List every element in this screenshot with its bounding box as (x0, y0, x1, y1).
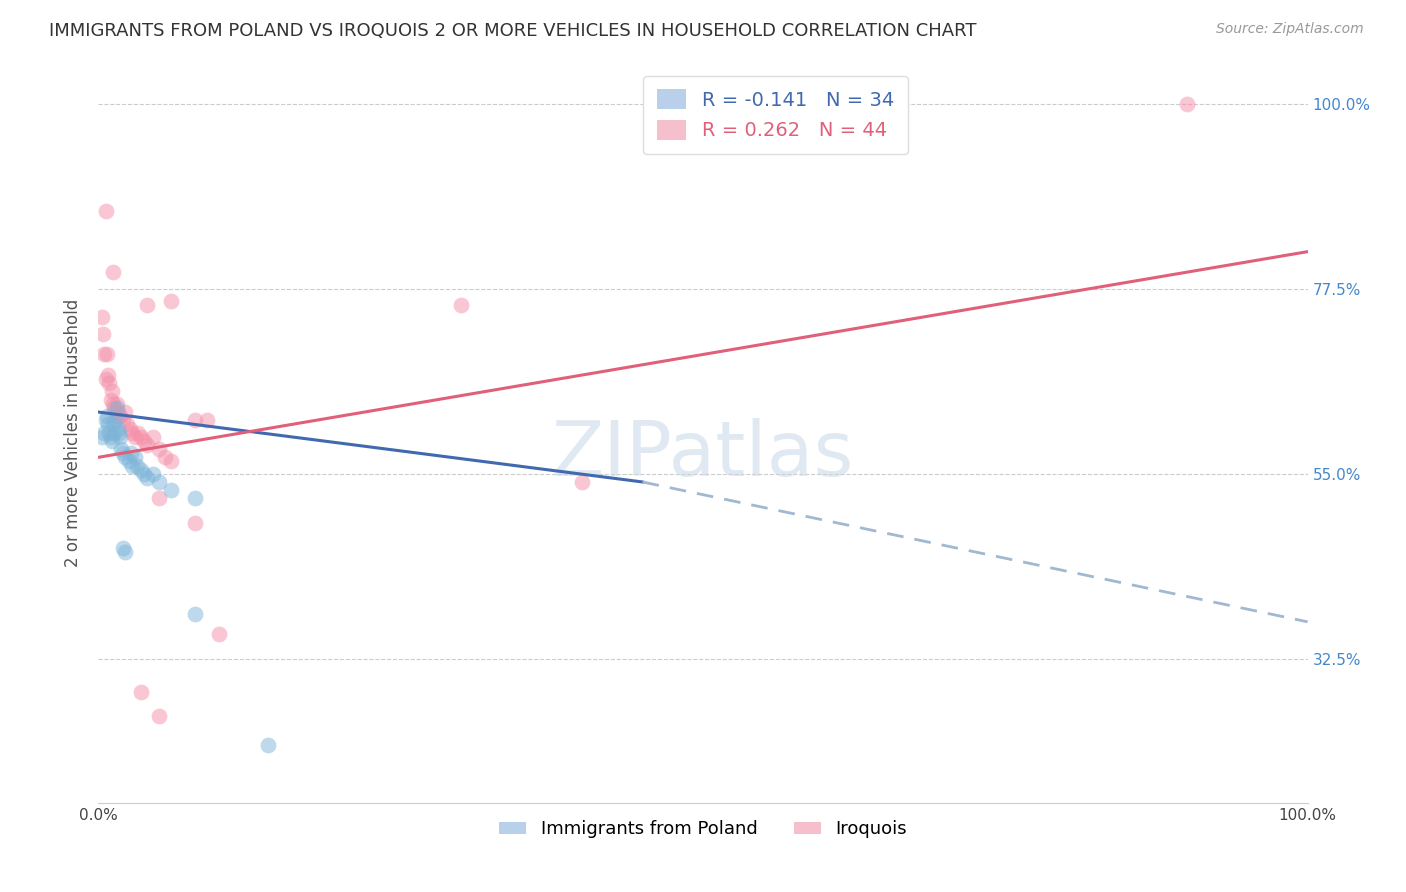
Point (1175, 96, 1198, 111)
Point (111, 413, 134, 427)
Point (91, 430, 114, 444)
Point (114, 450, 136, 465)
Point (184, 491, 207, 506)
Y-axis label: 2 or more Vehicles in Household: 2 or more Vehicles in Household (65, 299, 83, 566)
Point (124, 430, 146, 444)
Point (127, 458, 149, 473)
Point (103, 401, 125, 415)
Point (91, 310, 114, 325)
Point (100, 434, 122, 448)
Point (121, 458, 143, 473)
Point (129, 685, 152, 699)
Point (160, 454, 183, 468)
Point (111, 541, 134, 555)
Point (100, 392, 122, 407)
Point (97, 417, 120, 432)
Text: ZIPatlas: ZIPatlas (551, 417, 855, 491)
Text: Source: ZipAtlas.com: Source: ZipAtlas.com (1216, 22, 1364, 37)
Point (256, 738, 278, 752)
Point (142, 467, 165, 481)
Point (111, 446, 134, 460)
Point (105, 401, 128, 415)
Point (118, 421, 141, 435)
Point (91, 326, 114, 341)
Point (114, 545, 136, 559)
Point (129, 430, 152, 444)
Point (184, 413, 207, 427)
Point (195, 413, 218, 427)
Point (135, 298, 157, 312)
Point (108, 430, 131, 444)
Point (135, 438, 157, 452)
Point (148, 491, 170, 506)
Point (184, 516, 207, 530)
Point (105, 397, 128, 411)
Point (124, 450, 146, 465)
Legend: Immigrants from Poland, Iroquois: Immigrants from Poland, Iroquois (492, 814, 914, 846)
Point (129, 462, 152, 476)
Point (93, 347, 115, 361)
Point (96, 347, 118, 361)
Point (101, 265, 124, 279)
Point (104, 413, 127, 427)
Point (110, 442, 132, 456)
Point (160, 483, 183, 498)
Point (107, 405, 129, 419)
Point (450, 298, 472, 312)
Point (97, 368, 120, 382)
Point (98, 376, 121, 391)
Point (121, 425, 143, 440)
Point (108, 425, 131, 440)
Point (93, 425, 115, 440)
Point (142, 430, 165, 444)
Point (100, 384, 122, 399)
Point (148, 475, 170, 489)
Point (100, 430, 122, 444)
Point (94, 203, 117, 218)
Point (160, 293, 183, 308)
Point (103, 425, 125, 440)
Point (208, 627, 231, 641)
Point (571, 475, 593, 489)
Point (134, 467, 156, 481)
Point (101, 397, 124, 411)
Point (184, 607, 207, 621)
Point (134, 434, 156, 448)
Point (127, 425, 149, 440)
Text: IMMIGRANTS FROM POLAND VS IROQUOIS 2 OR MORE VEHICLES IN HOUSEHOLD CORRELATION C: IMMIGRANTS FROM POLAND VS IROQUOIS 2 OR … (49, 22, 977, 40)
Point (148, 442, 170, 456)
Point (118, 454, 141, 468)
Point (135, 471, 157, 485)
Point (104, 405, 127, 419)
Point (108, 409, 131, 424)
Point (114, 405, 136, 419)
Point (98, 425, 121, 440)
Point (108, 409, 131, 424)
Point (107, 421, 129, 435)
Point (94, 372, 117, 386)
Point (94, 413, 117, 427)
Point (117, 417, 139, 432)
Point (153, 450, 176, 465)
Point (148, 709, 170, 723)
Point (96, 409, 118, 424)
Point (101, 417, 124, 432)
Point (120, 446, 142, 460)
